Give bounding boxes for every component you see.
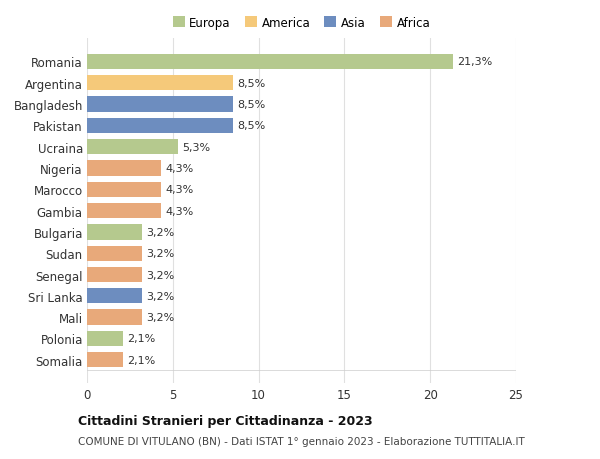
Text: 2,1%: 2,1% (127, 334, 155, 344)
Text: Cittadini Stranieri per Cittadinanza - 2023: Cittadini Stranieri per Cittadinanza - 2… (78, 414, 373, 428)
Bar (87, 161, 161, 176)
Text: 3,2%: 3,2% (146, 313, 175, 322)
Text: 3,2%: 3,2% (146, 227, 175, 237)
Bar (87, 353, 123, 368)
Bar (87, 140, 178, 155)
Text: 4,3%: 4,3% (165, 206, 193, 216)
Bar (87, 76, 233, 91)
Text: COMUNE DI VITULANO (BN) - Dati ISTAT 1° gennaio 2023 - Elaborazione TUTTITALIA.I: COMUNE DI VITULANO (BN) - Dati ISTAT 1° … (78, 437, 525, 446)
Legend: Europa, America, Asia, Africa: Europa, America, Asia, Africa (173, 17, 430, 30)
Text: 8,5%: 8,5% (237, 100, 265, 110)
Text: 5,3%: 5,3% (182, 142, 211, 152)
Bar (87, 225, 142, 240)
Bar (87, 203, 161, 219)
Bar (87, 289, 142, 304)
Bar (87, 246, 142, 261)
Bar (87, 331, 123, 347)
Bar (87, 118, 233, 134)
Bar (87, 55, 452, 70)
Bar (87, 310, 142, 325)
Bar (87, 267, 142, 283)
Text: 3,2%: 3,2% (146, 291, 175, 301)
Text: 4,3%: 4,3% (165, 185, 193, 195)
Text: 3,2%: 3,2% (146, 270, 175, 280)
Text: 3,2%: 3,2% (146, 249, 175, 259)
Text: 8,5%: 8,5% (237, 78, 265, 89)
Text: 4,3%: 4,3% (165, 163, 193, 174)
Text: 8,5%: 8,5% (237, 121, 265, 131)
Text: 21,3%: 21,3% (457, 57, 492, 67)
Text: 2,1%: 2,1% (127, 355, 155, 365)
Bar (87, 97, 233, 112)
Bar (87, 182, 161, 197)
